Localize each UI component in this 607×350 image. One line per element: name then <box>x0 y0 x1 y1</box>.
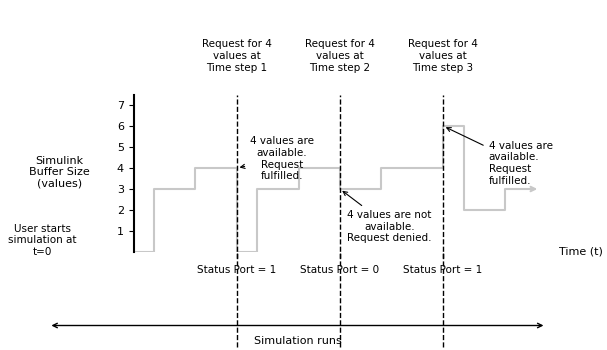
Text: Status Port = 1: Status Port = 1 <box>197 265 276 275</box>
Text: User starts
simulation at
t=0: User starts simulation at t=0 <box>8 224 77 257</box>
Text: 4 values are not
available.
Request denied.: 4 values are not available. Request deni… <box>343 191 432 243</box>
Text: Request for 4
values at
Time step 2: Request for 4 values at Time step 2 <box>305 40 375 72</box>
Text: Request for 4
values at
Time step 3: Request for 4 values at Time step 3 <box>408 40 478 72</box>
Text: Simulation runs: Simulation runs <box>254 336 341 346</box>
Text: Status Port = 1: Status Port = 1 <box>404 265 483 275</box>
Text: Status Port = 0: Status Port = 0 <box>300 265 379 275</box>
Text: Simulink
Buffer Size
(values): Simulink Buffer Size (values) <box>29 156 90 189</box>
Text: Time (t): Time (t) <box>558 247 603 257</box>
Text: 4 values are
available.
Request
fulfilled.: 4 values are available. Request fulfille… <box>240 136 314 181</box>
Text: 4 values are
available.
Request
fulfilled.: 4 values are available. Request fulfille… <box>447 128 552 186</box>
Text: Request for 4
values at
Time step 1: Request for 4 values at Time step 1 <box>202 40 272 72</box>
